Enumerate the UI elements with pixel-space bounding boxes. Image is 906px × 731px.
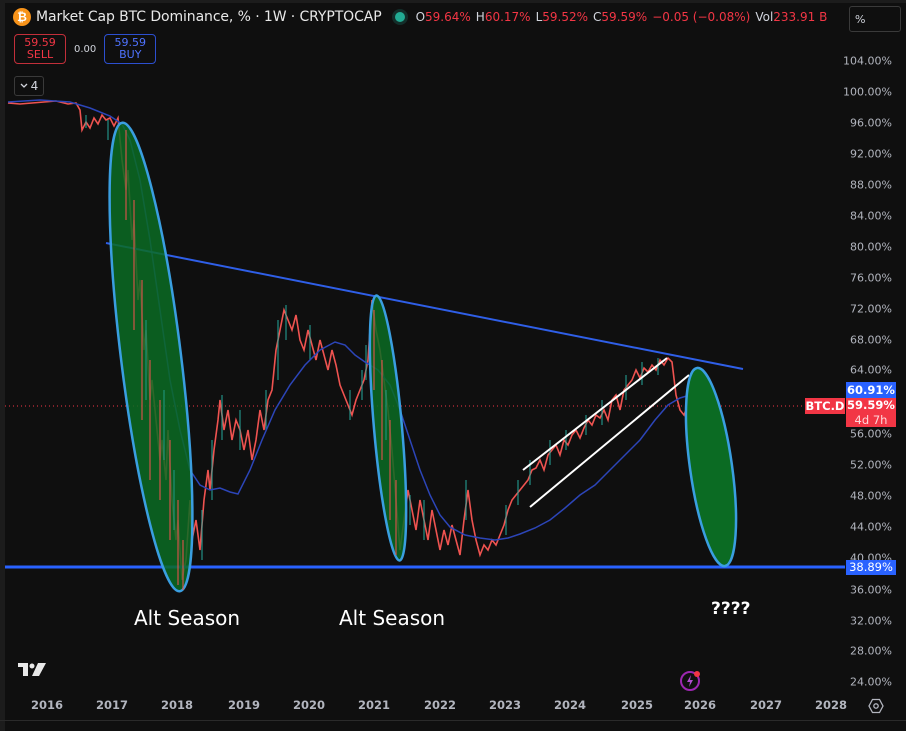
x-tick: 2016: [30, 698, 64, 712]
x-tick: 2025: [620, 698, 654, 712]
high-value: 60.17%: [484, 10, 531, 24]
y-tick: 92.00%: [850, 147, 892, 161]
buy-price: 59.59: [114, 36, 147, 49]
sell-price: 59.59: [24, 36, 56, 49]
chevron-down-icon: [20, 83, 28, 88]
low-value: 59.52%: [542, 10, 589, 24]
low-label: L: [535, 10, 543, 24]
alt-season-ellipse-2[interactable]: [362, 294, 413, 562]
chart-header: ₿ Market Cap BTC Dominance, % · 1W · CRY…: [13, 8, 827, 26]
y-tick: 28.00%: [850, 644, 892, 658]
y-tick: 104.00%: [843, 54, 892, 68]
sell-label: SELL: [26, 48, 54, 61]
symbol-title[interactable]: Market Cap BTC Dominance, % · 1W · CRYPT…: [36, 9, 382, 25]
x-tick: 2024: [553, 698, 587, 712]
indicators-toggle-button[interactable]: 4: [14, 76, 44, 96]
x-tick: 2017: [95, 698, 129, 712]
open-label: O: [415, 10, 426, 24]
ma-value-badge: 60.91%: [846, 382, 896, 398]
x-tick: 2022: [423, 698, 457, 712]
y-tick: 32.00%: [850, 614, 892, 628]
last-price-badge: 59.59%: [846, 398, 896, 413]
buy-label: BUY: [119, 48, 142, 61]
ohlc-values: O59.64% H60.17% L59.52% C59.59% −0.05 (−…: [416, 10, 828, 24]
x-tick: 2018: [160, 698, 194, 712]
y-tick: 68.00%: [850, 333, 892, 347]
y-tick: 80.00%: [850, 240, 892, 254]
countdown-badge: 4d 7h: [846, 413, 896, 427]
y-tick: 52.00%: [850, 458, 892, 472]
bitcoin-logo-icon: ₿: [13, 8, 31, 26]
y-tick: 84.00%: [850, 209, 892, 223]
symbol-badge: BTC.D: [805, 398, 845, 414]
top-border: [0, 0, 906, 3]
spread-value: 0.00: [74, 43, 97, 55]
chart-settings-icon[interactable]: [868, 698, 884, 714]
alt-season-label-1: Alt Season: [134, 606, 241, 630]
y-tick: 88.00%: [850, 178, 892, 192]
sell-button[interactable]: 59.59 SELL: [14, 34, 66, 64]
y-tick: 100.00%: [843, 85, 892, 99]
open-value: 59.64%: [425, 10, 471, 24]
lightning-alert-icon[interactable]: [679, 669, 701, 691]
buy-button[interactable]: 59.59 BUY: [104, 34, 157, 64]
x-tick: 2020: [292, 698, 326, 712]
y-tick: 48.00%: [850, 489, 892, 503]
alt-season-label-2: Alt Season: [339, 606, 446, 630]
future-question-label: ????: [711, 599, 751, 619]
close-value: 59.59%: [601, 10, 648, 24]
alt-season-ellipse-1[interactable]: [92, 119, 209, 595]
x-tick: 2023: [488, 698, 522, 712]
y-tick: 76.00%: [850, 271, 892, 285]
x-tick: 2026: [683, 698, 717, 712]
vol-label: Vol: [755, 10, 774, 24]
candles-overlay-up: [145, 320, 387, 530]
future-ellipse[interactable]: [676, 365, 745, 569]
y-tick: 36.00%: [850, 583, 892, 597]
change-value: −0.05 (−0.08%): [652, 10, 751, 24]
channel-lower-line[interactable]: [529, 374, 690, 508]
candles-overlay: [125, 130, 397, 590]
trade-panel: 59.59 SELL 0.00 59.59 BUY: [14, 34, 157, 64]
descending-trendline[interactable]: [105, 242, 744, 370]
y-tick: 72.00%: [850, 302, 892, 316]
y-tick: 96.00%: [850, 116, 892, 130]
x-tick: 2027: [749, 698, 783, 712]
x-tick: 2019: [227, 698, 261, 712]
y-tick: 44.00%: [850, 520, 892, 534]
bottom-divider: [0, 720, 906, 721]
close-label: C: [593, 10, 602, 24]
high-label: H: [475, 10, 485, 24]
x-tick: 2021: [357, 698, 391, 712]
indicators-count: 4: [30, 79, 39, 93]
tradingview-logo-icon[interactable]: [18, 662, 48, 678]
left-border: [0, 0, 5, 731]
channel-upper-line[interactable]: [522, 357, 668, 471]
support-level-badge: 38.89%: [846, 560, 896, 575]
live-dot-icon: [394, 12, 405, 22]
y-tick: 64.00%: [850, 363, 892, 377]
vol-value: 233.91 B: [773, 10, 828, 24]
y-tick: 24.00%: [850, 675, 892, 689]
scale-mode-selector[interactable]: %: [849, 6, 901, 32]
y-tick: 56.00%: [850, 427, 892, 441]
x-tick: 2028: [814, 698, 848, 712]
